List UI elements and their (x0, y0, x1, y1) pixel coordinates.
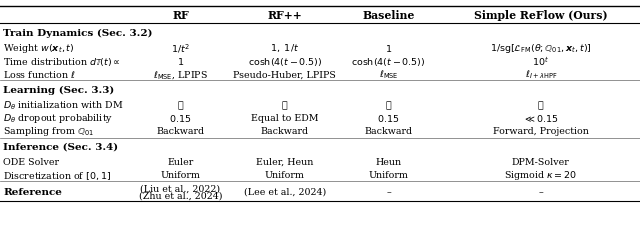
Text: $\ll 0.15$: $\ll 0.15$ (523, 113, 559, 124)
Text: Uniform: Uniform (161, 170, 200, 179)
Text: ODE Solver: ODE Solver (3, 157, 60, 166)
Text: Sampling from $\mathbb{Q}_{01}$: Sampling from $\mathbb{Q}_{01}$ (3, 125, 94, 138)
Text: $\ell_{I+\lambda\mathrm{HPF}}$: $\ell_{I+\lambda\mathrm{HPF}}$ (525, 68, 557, 81)
Text: Inference (Sec. 3.4): Inference (Sec. 3.4) (3, 142, 118, 151)
Text: ✓: ✓ (538, 100, 543, 109)
Text: Backward: Backward (260, 127, 309, 136)
Text: Equal to EDM: Equal to EDM (251, 114, 319, 123)
Text: $D_\theta$ dropout probability: $D_\theta$ dropout probability (3, 112, 113, 125)
Text: Baseline: Baseline (362, 10, 415, 21)
Text: Train Dynamics (Sec. 3.2): Train Dynamics (Sec. 3.2) (3, 28, 153, 37)
Text: Euler, Heun: Euler, Heun (256, 157, 314, 166)
Text: $\cosh(4(t-0.5))$: $\cosh(4(t-0.5))$ (351, 55, 426, 67)
Text: Loss function $\ell$: Loss function $\ell$ (3, 69, 76, 80)
Text: RF: RF (172, 10, 189, 21)
Text: –: – (386, 187, 391, 196)
Text: ✓: ✓ (282, 100, 287, 109)
Text: Simple ReFlow (Ours): Simple ReFlow (Ours) (474, 10, 607, 21)
Text: $1/\mathrm{sg}[\mathcal{L}_{\mathrm{FM}}(\theta;\mathbb{Q}_{01},\boldsymbol{x}_t: $1/\mathrm{sg}[\mathcal{L}_{\mathrm{FM}}… (490, 42, 591, 55)
Text: $\ell_{\mathrm{MSE}}$: $\ell_{\mathrm{MSE}}$ (379, 68, 398, 81)
Text: $1/t^2$: $1/t^2$ (171, 42, 190, 55)
Text: (Lee et al., 2024): (Lee et al., 2024) (244, 187, 326, 196)
Text: Uniform: Uniform (265, 170, 305, 179)
Text: Forward, Projection: Forward, Projection (493, 127, 589, 136)
Text: $1$: $1$ (385, 43, 392, 54)
Text: ✓: ✓ (386, 100, 391, 109)
Text: –: – (538, 187, 543, 196)
Text: $10^t$: $10^t$ (532, 55, 549, 68)
Text: $\ell_{\mathrm{MSE}}$, LPIPS: $\ell_{\mathrm{MSE}}$, LPIPS (153, 69, 208, 80)
Text: (Zhu et al., 2024): (Zhu et al., 2024) (139, 191, 222, 200)
Text: RF++: RF++ (268, 10, 302, 21)
Text: (Liu et al., 2022): (Liu et al., 2022) (140, 183, 221, 192)
Text: Sigmoid $\kappa=20$: Sigmoid $\kappa=20$ (504, 168, 577, 182)
Text: ✗: ✗ (178, 100, 183, 109)
Text: Discretization of $[0,1]$: Discretization of $[0,1]$ (3, 169, 111, 181)
Text: $1$: $1$ (177, 56, 184, 67)
Text: Euler: Euler (167, 157, 194, 166)
Text: DPM-Solver: DPM-Solver (512, 157, 570, 166)
Text: Learning (Sec. 3.3): Learning (Sec. 3.3) (3, 85, 115, 94)
Text: Backward: Backward (156, 127, 205, 136)
Text: Reference: Reference (3, 187, 62, 196)
Text: Heun: Heun (376, 157, 401, 166)
Text: $0.15$: $0.15$ (378, 113, 399, 124)
Text: $1,\ 1/t$: $1,\ 1/t$ (270, 42, 300, 54)
Text: Pseudo-Huber, LPIPS: Pseudo-Huber, LPIPS (234, 70, 336, 79)
Text: Uniform: Uniform (369, 170, 408, 179)
Text: Backward: Backward (364, 127, 413, 136)
Text: Time distribution $d\mathbb{T}(t)\propto$: Time distribution $d\mathbb{T}(t)\propto… (3, 55, 121, 67)
Text: $\cosh(4(t-0.5))$: $\cosh(4(t-0.5))$ (248, 55, 322, 67)
Text: $0.15$: $0.15$ (170, 113, 191, 124)
Text: Weight $w(\boldsymbol{x}_t, t)$: Weight $w(\boldsymbol{x}_t, t)$ (3, 42, 75, 55)
Text: $D_\theta$ initialization with DM: $D_\theta$ initialization with DM (3, 99, 124, 111)
